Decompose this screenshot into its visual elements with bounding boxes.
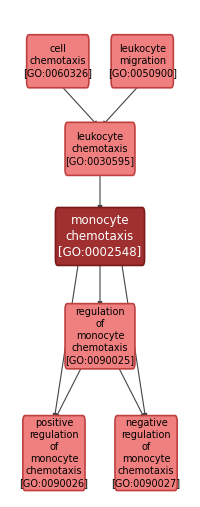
FancyBboxPatch shape	[55, 207, 145, 266]
Text: leukocyte
chemotaxis
[GO:0030595]: leukocyte chemotaxis [GO:0030595]	[65, 132, 135, 166]
Text: regulation
of
monocyte
chemotaxis
[GO:0090025]: regulation of monocyte chemotaxis [GO:00…	[65, 307, 135, 365]
Text: positive
regulation
of
monocyte
chemotaxis
[GO:0090026]: positive regulation of monocyte chemotax…	[19, 418, 88, 488]
FancyBboxPatch shape	[111, 34, 173, 88]
FancyBboxPatch shape	[27, 34, 89, 88]
Text: leukocyte
migration
[GO:0050900]: leukocyte migration [GO:0050900]	[108, 44, 177, 78]
FancyBboxPatch shape	[65, 304, 135, 369]
FancyBboxPatch shape	[65, 122, 135, 175]
Text: negative
regulation
of
monocyte
chemotaxis
[GO:0090027]: negative regulation of monocyte chemotax…	[112, 418, 181, 488]
Text: cell
chemotaxis
[GO:0060326]: cell chemotaxis [GO:0060326]	[23, 44, 92, 78]
FancyBboxPatch shape	[115, 416, 177, 491]
FancyBboxPatch shape	[23, 416, 85, 491]
Text: monocyte
chemotaxis
[GO:0002548]: monocyte chemotaxis [GO:0002548]	[58, 214, 142, 259]
